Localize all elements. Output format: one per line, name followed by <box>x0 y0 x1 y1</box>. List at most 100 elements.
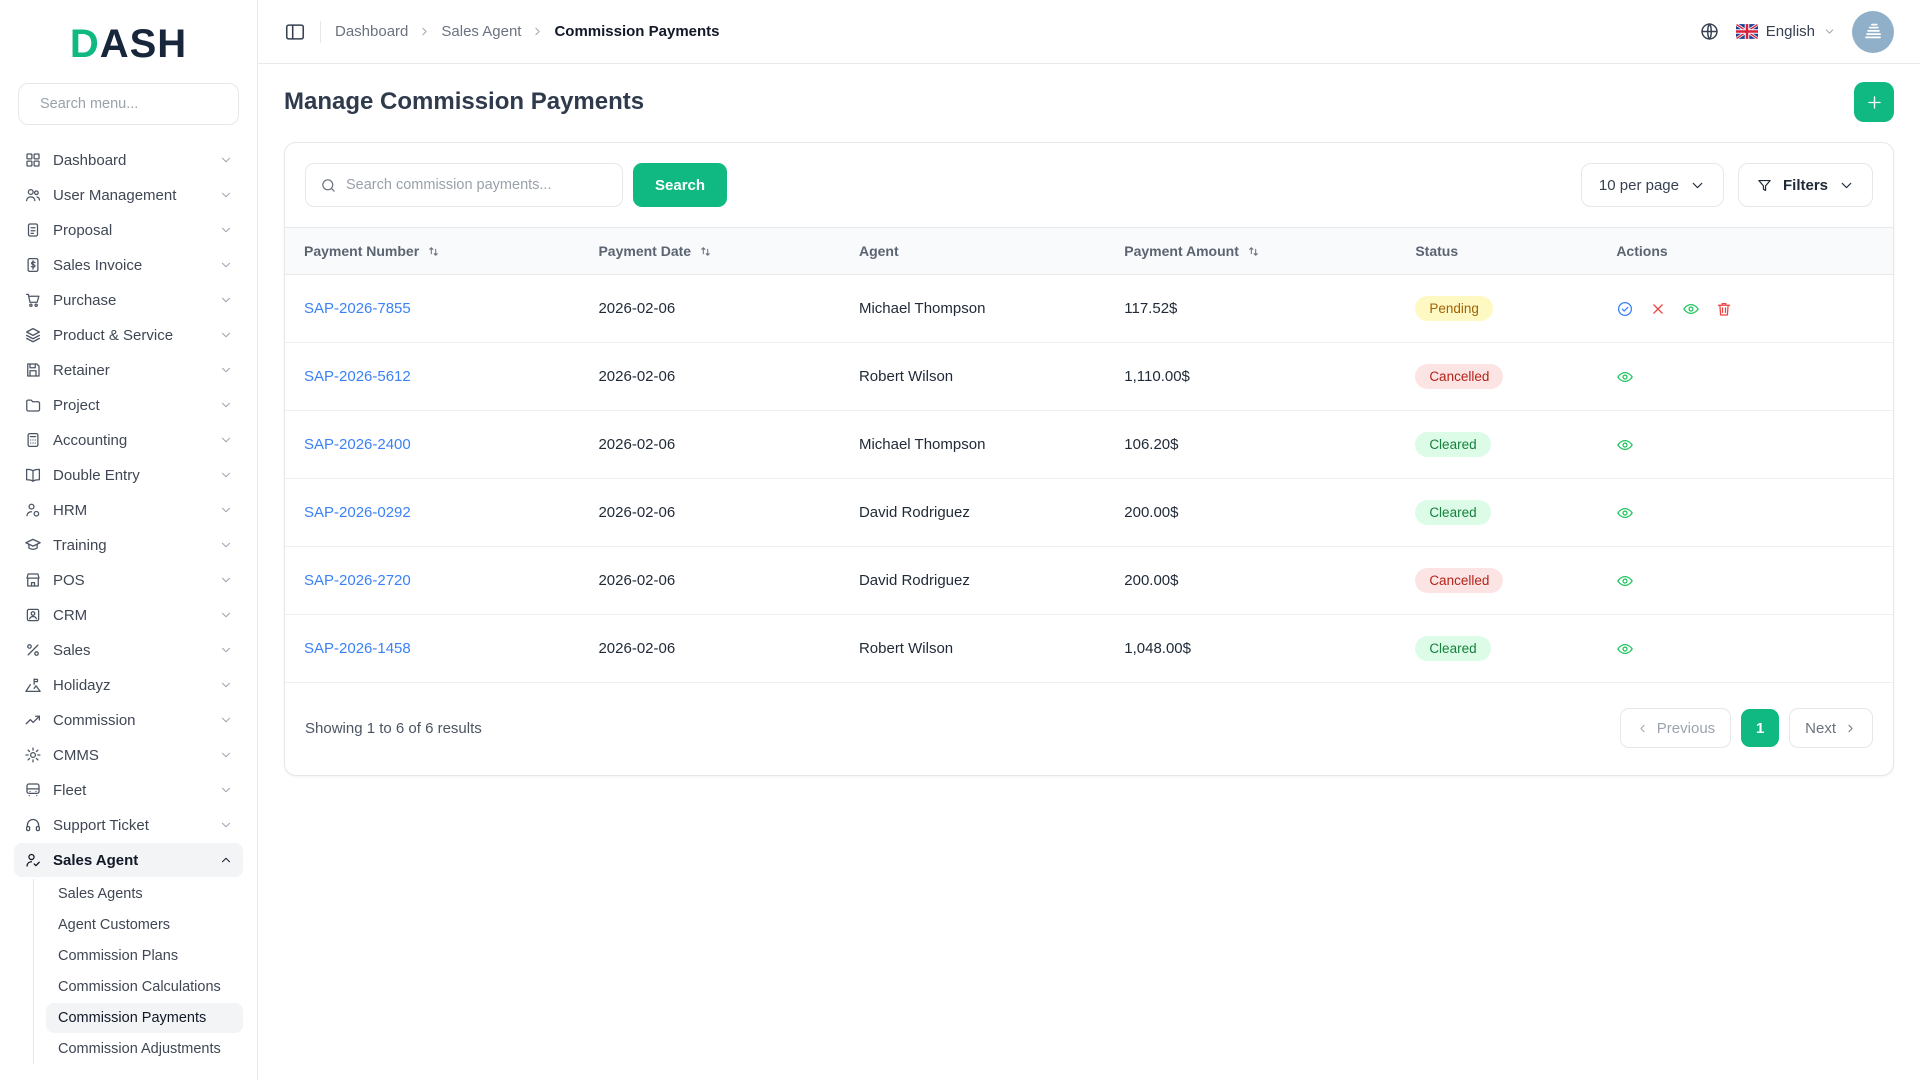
breadcrumb-item-dashboard[interactable]: Dashboard <box>335 23 408 40</box>
page-title: Manage Commission Payments <box>284 88 644 116</box>
breadcrumb: DashboardSales AgentCommission Payments <box>335 23 720 40</box>
sidebar-item-purchase[interactable]: Purchase <box>14 283 243 317</box>
plus-icon <box>1865 93 1884 112</box>
current-page-button[interactable]: 1 <box>1741 709 1779 747</box>
view-action-button[interactable] <box>1682 300 1700 318</box>
sidebar-item-accounting[interactable]: Accounting <box>14 423 243 457</box>
sidebar-item-dashboard[interactable]: Dashboard <box>14 143 243 177</box>
sidebar-subitem-commission-adjustments[interactable]: Commission Adjustments <box>46 1034 243 1064</box>
payment-date-cell: 2026-02-06 <box>582 343 842 411</box>
sort-icon[interactable] <box>698 244 713 259</box>
sort-icon[interactable] <box>1246 244 1261 259</box>
globe-icon <box>1699 21 1720 42</box>
column-header-payment-amount[interactable]: Payment Amount <box>1108 228 1399 275</box>
column-header-payment-date[interactable]: Payment Date <box>582 228 842 275</box>
sidebar-subitem-commission-payments[interactable]: Commission Payments <box>46 1003 243 1033</box>
view-action-button[interactable] <box>1616 640 1634 658</box>
sidebar-item-label: Fleet <box>53 782 86 799</box>
sidebar-subitem-commission-plans[interactable]: Commission Plans <box>46 941 243 971</box>
payment-number-link[interactable]: SAP-2026-0292 <box>304 504 411 521</box>
previous-page-button[interactable]: Previous <box>1620 708 1731 748</box>
column-header-payment-number[interactable]: Payment Number <box>285 228 582 275</box>
status-badge: Pending <box>1415 296 1493 321</box>
next-page-button[interactable]: Next <box>1789 708 1873 748</box>
view-icon <box>1616 504 1634 522</box>
filters-button[interactable]: Filters <box>1738 163 1873 207</box>
retainer-icon <box>24 361 42 379</box>
chevron-up-icon <box>219 853 233 867</box>
chevron-left-icon <box>1636 722 1649 735</box>
breadcrumb-item-sales-agent[interactable]: Sales Agent <box>441 23 521 40</box>
sidebar-item-sales-agent[interactable]: Sales Agent <box>14 843 243 877</box>
sidebar-item-double-entry[interactable]: Double Entry <box>14 458 243 492</box>
sidebar-item-product-service[interactable]: Product & Service <box>14 318 243 352</box>
chevron-down-icon <box>219 223 233 237</box>
sidebar-item-hrm[interactable]: HRM <box>14 493 243 527</box>
view-action-button[interactable] <box>1616 436 1634 454</box>
sidebar-item-retainer[interactable]: Retainer <box>14 353 243 387</box>
payment-number-link[interactable]: SAP-2026-7855 <box>304 300 411 317</box>
sidebar-item-sales-invoice[interactable]: Sales Invoice <box>14 248 243 282</box>
sidebar-item-training[interactable]: Training <box>14 528 243 562</box>
payment-number-link[interactable]: SAP-2026-2400 <box>304 436 411 453</box>
delete-action-button[interactable] <box>1715 300 1733 318</box>
search-field <box>305 163 623 207</box>
sidebar-subitem-sales-agents[interactable]: Sales Agents <box>46 879 243 909</box>
sidebar-item-label: Dashboard <box>53 152 126 169</box>
view-action-button[interactable] <box>1616 504 1634 522</box>
sidebar-item-support-ticket[interactable]: Support Ticket <box>14 808 243 842</box>
sidebar-subitem-commission-calculations[interactable]: Commission Calculations <box>46 972 243 1002</box>
cancel-icon <box>1649 300 1667 318</box>
sidebar-item-label: Proposal <box>53 222 112 239</box>
agent-cell: David Rodriguez <box>843 479 1108 547</box>
agent-cell: Michael Thompson <box>843 275 1108 343</box>
sidebar-item-cmms[interactable]: CMMS <box>14 738 243 772</box>
search-input[interactable] <box>346 177 608 193</box>
sidebar-item-user-management[interactable]: User Management <box>14 178 243 212</box>
cancel-action-button[interactable] <box>1649 300 1667 318</box>
per-page-select[interactable]: 10 per page <box>1581 163 1724 207</box>
sidebar-item-crm[interactable]: CRM <box>14 598 243 632</box>
payment-number-link[interactable]: SAP-2026-2720 <box>304 572 411 589</box>
results-summary: Showing 1 to 6 of 6 results <box>305 720 482 737</box>
chevron-down-icon <box>219 468 233 482</box>
chevron-down-icon <box>219 328 233 342</box>
sidebar-item-fleet[interactable]: Fleet <box>14 773 243 807</box>
sidebar-item-label: Sales Invoice <box>53 257 142 274</box>
sidebar-search-input[interactable] <box>40 96 227 112</box>
payment-date-cell: 2026-02-06 <box>582 275 842 343</box>
approve-action-button[interactable] <box>1616 300 1634 318</box>
sidebar-item-proposal[interactable]: Proposal <box>14 213 243 247</box>
view-action-button[interactable] <box>1616 368 1634 386</box>
payment-number-link[interactable]: SAP-2026-1458 <box>304 640 411 657</box>
globe-button[interactable] <box>1699 21 1720 42</box>
chevron-down-icon <box>219 678 233 692</box>
search-button[interactable]: Search <box>633 163 727 207</box>
card-toolbar: Search 10 per page Filters <box>285 143 1893 227</box>
chevron-down-icon <box>219 258 233 272</box>
sidebar-search <box>18 83 239 125</box>
payment-amount-cell: 117.52$ <box>1108 275 1399 343</box>
chevron-down-icon <box>219 433 233 447</box>
app: DASH DashboardUser ManagementProposalSal… <box>0 0 1920 1080</box>
sidebar-toggle-button[interactable] <box>284 21 306 43</box>
chevron-down-icon <box>219 573 233 587</box>
sidebar-subitem-agent-customers[interactable]: Agent Customers <box>46 910 243 940</box>
sort-icon[interactable] <box>426 244 441 259</box>
payment-number-link[interactable]: SAP-2026-5612 <box>304 368 411 385</box>
language-selector[interactable]: English <box>1736 23 1836 40</box>
sidebar-item-pos[interactable]: POS <box>14 563 243 597</box>
add-payment-button[interactable] <box>1854 82 1894 122</box>
chevron-down-icon <box>1838 177 1855 194</box>
payments-table: Payment NumberPayment DateAgentPayment A… <box>285 227 1893 683</box>
sidebar-item-project[interactable]: Project <box>14 388 243 422</box>
sidebar-item-commission[interactable]: Commission <box>14 703 243 737</box>
chevron-down-icon <box>219 608 233 622</box>
user-avatar[interactable] <box>1852 11 1894 53</box>
payment-date-cell: 2026-02-06 <box>582 479 842 547</box>
sidebar-item-holidayz[interactable]: Holidayz <box>14 668 243 702</box>
view-icon <box>1616 572 1634 590</box>
sidebar-item-sales[interactable]: Sales <box>14 633 243 667</box>
view-action-button[interactable] <box>1616 572 1634 590</box>
payment-date-cell: 2026-02-06 <box>582 547 842 615</box>
